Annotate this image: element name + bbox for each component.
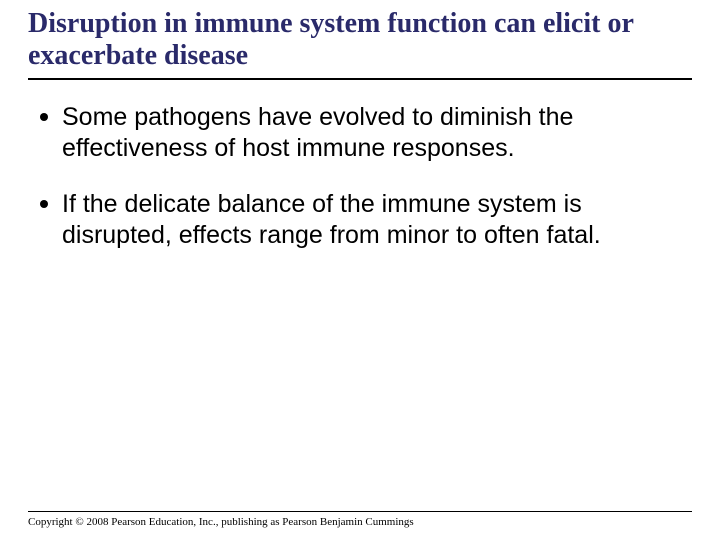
bullet-text: If the delicate balance of the immune sy… xyxy=(62,189,680,250)
footer-rule xyxy=(28,511,692,512)
slide: { "title": { "text": "Disruption in immu… xyxy=(0,0,720,540)
slide-body: Some pathogens have evolved to diminish … xyxy=(0,80,720,250)
slide-title: Disruption in immune system function can… xyxy=(28,8,692,72)
bullet-item: Some pathogens have evolved to diminish … xyxy=(40,102,680,163)
bullet-item: If the delicate balance of the immune sy… xyxy=(40,189,680,250)
bullet-text: Some pathogens have evolved to diminish … xyxy=(62,102,680,163)
title-container: Disruption in immune system function can… xyxy=(0,0,720,72)
copyright-text: Copyright © 2008 Pearson Education, Inc.… xyxy=(28,516,414,528)
bullet-dot-icon xyxy=(40,200,48,208)
bullet-dot-icon xyxy=(40,113,48,121)
